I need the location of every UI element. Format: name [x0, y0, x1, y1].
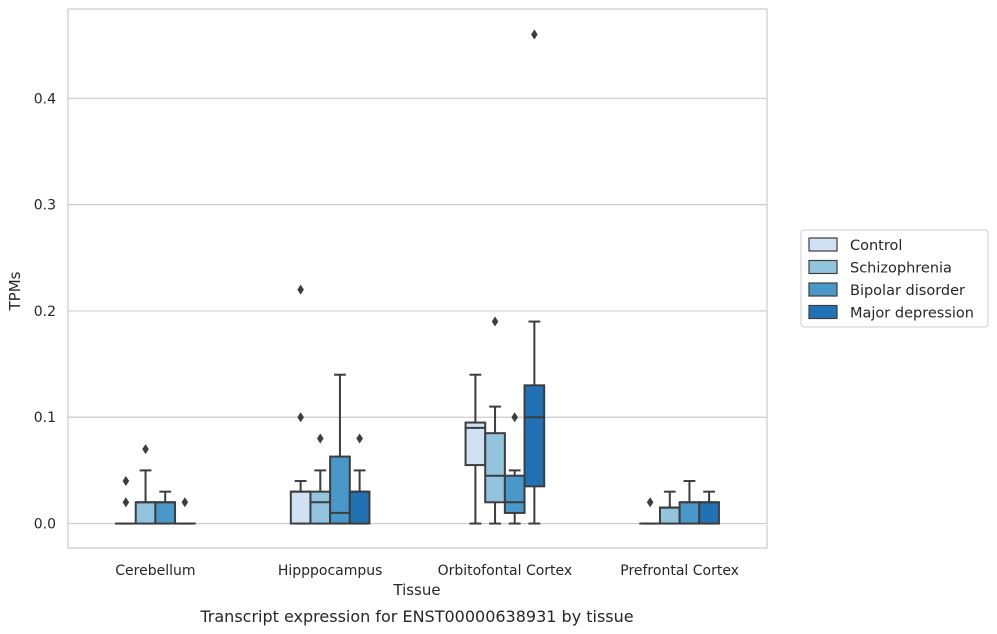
y-tick-labels: 0.0 0.1 0.2 0.3 0.4 [34, 91, 56, 532]
outlier-point [531, 29, 538, 40]
legend-label: Control [850, 238, 902, 254]
box-iqr [484, 432, 506, 504]
y-axis-label: TPMs [6, 271, 24, 311]
y-tick-label: 0.1 [34, 410, 56, 426]
box-iqr [134, 501, 157, 525]
outlier-point [181, 497, 189, 508]
outlier-point [297, 412, 304, 423]
legend-label: Bipolar disorder [850, 283, 965, 299]
outlier-point [316, 433, 324, 444]
box-iqr [523, 384, 546, 488]
box-1-2 [134, 444, 157, 525]
box-2-2 [309, 433, 332, 525]
box-iqr [503, 474, 526, 514]
box-iqr [678, 501, 701, 525]
box-iqr [348, 490, 371, 525]
y-tick-label: 0.2 [34, 304, 56, 320]
x-tick-label: Cerebellum [115, 563, 195, 579]
legend: Control Schizophrenia Bipolar disorder Majo… [800, 229, 989, 328]
legend-swatch [808, 282, 838, 297]
legend-label: Major depression [850, 306, 974, 322]
box-iqr [464, 421, 487, 467]
legend-frame [800, 229, 989, 328]
y-tick-label: 0.3 [34, 198, 56, 214]
outlier-point [646, 497, 654, 508]
box-iqr [658, 506, 681, 525]
plot-frame [67, 8, 768, 549]
box-2-3 [329, 373, 351, 525]
box-3-1 [464, 373, 487, 525]
box-4-4 [698, 490, 720, 525]
outlier-point [122, 476, 130, 487]
box-iqr [154, 501, 177, 525]
outlier-point [122, 497, 130, 508]
box-iqr [329, 455, 351, 525]
box-iqr [698, 501, 720, 525]
outlier-point [491, 316, 499, 327]
box-4-1 [639, 497, 661, 525]
outlier-point [356, 433, 363, 444]
box-1-4 [174, 497, 196, 525]
box-1-3 [154, 490, 177, 525]
legend-swatch [808, 259, 838, 275]
outlier-point [297, 284, 304, 295]
x-axis-label: Tissue [392, 581, 440, 599]
box-2-1 [289, 284, 312, 525]
x-tick-labels: Cerebellum Hipppocampus Orbitofontal Corte… [115, 563, 739, 579]
outlier-point [142, 444, 149, 455]
legend-swatch [808, 237, 838, 252]
y-tick-label: 0.0 [34, 517, 56, 533]
legend-swatch [808, 304, 838, 320]
y-tick-label: 0.4 [34, 91, 56, 107]
x-tick-label: Prefrontal Cortex [620, 563, 739, 579]
box-4-3 [678, 480, 701, 525]
box-3-3 [503, 412, 526, 525]
x-tick-label: Hipppocampus [278, 563, 383, 579]
box-3-4 [523, 29, 546, 525]
box-2-4 [348, 433, 371, 525]
boxes-layer [115, 29, 720, 525]
outlier-point [511, 412, 519, 423]
box-iqr [289, 490, 312, 525]
x-tick-label: Orbitofontal Cortex [438, 563, 573, 579]
box-iqr [309, 490, 332, 525]
chart-caption: Transcript expression for ENST0000063893… [199, 607, 633, 626]
box-4-2 [658, 490, 681, 525]
box-3-2 [484, 316, 506, 525]
box-1-1 [115, 476, 137, 525]
grid-lines [68, 97, 767, 525]
legend-label: Schizophrenia [850, 261, 952, 277]
